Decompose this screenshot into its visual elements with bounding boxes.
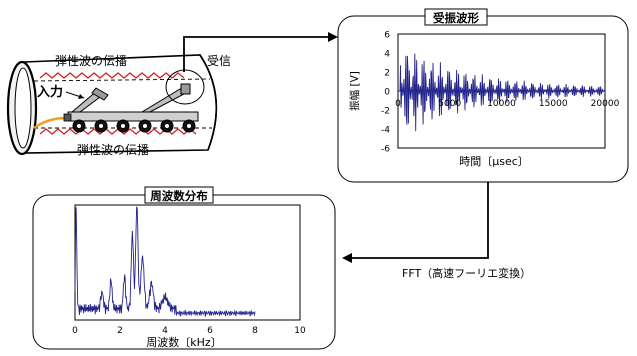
spectrum-x-tick-label: 8 — [252, 326, 258, 336]
waveform-y-tick-label: -4 — [381, 126, 390, 136]
input-arm-head — [91, 87, 109, 101]
waveform-x-axis-label: 時間〔μsec〕 — [459, 155, 529, 168]
spectrum-title: 周波数分布 — [150, 189, 208, 203]
waveform-x-tick-label: 5000 — [438, 99, 461, 109]
arrow-to-spectrum — [352, 182, 489, 259]
spectrum-x-tick-label: 10 — [294, 326, 306, 336]
arrow-to-spectrum-head — [342, 253, 352, 263]
arrow-to-waveform — [183, 36, 330, 72]
spectrum-x-tick-label: 0 — [72, 326, 78, 336]
waveform-y-tick-label: 6 — [384, 31, 390, 41]
receiver-highlight-circle — [165, 69, 205, 105]
waveform-y-ticks: 6 4 2 0 -2 -4 -6 — [381, 31, 390, 155]
pipe — [6, 54, 218, 156]
spectrum-signal — [74, 206, 256, 317]
waveform-x-tick-label: 20000 — [591, 99, 620, 109]
waveform-signal — [398, 53, 606, 132]
waveform-y-tick-label: 0 — [384, 88, 390, 98]
cable-connector — [63, 113, 72, 122]
waveform-y-tick-label: -6 — [381, 145, 390, 155]
input-label: 入力 — [37, 84, 63, 100]
spectrum-x-ticks: 0 2 4 6 8 10 — [72, 326, 306, 336]
pipe-opening-inner — [14, 67, 32, 149]
pipe-dashed-line-top — [33, 78, 211, 82]
waveform-y-tick-label: 2 — [384, 69, 390, 79]
waveform-y-tick-label: 4 — [384, 50, 390, 60]
robot-chassis — [67, 111, 199, 122]
spectrum-title-box — [144, 186, 214, 204]
pipe-cut-right — [199, 54, 218, 151]
waveform-x-tick-label: 10000 — [487, 99, 516, 109]
spectrum-x-tick-label: 2 — [117, 326, 123, 336]
waveform-y-tick-label: -2 — [381, 107, 390, 117]
elastic-wave-top — [39, 72, 185, 79]
spectrum-x-tick-label: 4 — [162, 326, 168, 336]
cable — [33, 116, 67, 129]
spectrum-x-axis-label: 周波数〔kHz〕 — [146, 336, 221, 349]
waveform-x-ticks: 0 5000 10000 15000 20000 — [395, 99, 619, 109]
spectrum-panel: 周波数分布 0 2 4 6 8 10 周波数〔kHz〕 — [32, 186, 336, 350]
spectrum-x-tick-label: 6 — [207, 326, 213, 336]
input-pointer-head — [78, 94, 84, 99]
propagation-label-bottom: 弾性波の伝播 — [77, 143, 149, 157]
receive-label: 受信 — [207, 54, 231, 68]
waveform-x-tick-label: 0 — [395, 99, 401, 109]
waveform-x-tick-label: 15000 — [539, 99, 568, 109]
receiver-sensor — [180, 83, 191, 95]
fft-label: FFT（高速フーリエ変換） — [402, 266, 531, 280]
waveform-y-axis-label: 振幅 [V] — [348, 71, 361, 111]
waveform-title: 受振波形 — [433, 11, 479, 25]
waveform-panel: 受振波形 6 4 2 0 -2 -4 -6 0 5000 10000 15000 20000 振幅 … — [337, 8, 629, 183]
propagation-label-top: 弾性波の伝播 — [55, 54, 127, 68]
arrow-to-waveform-head — [328, 32, 338, 42]
waveform-title-box — [424, 8, 488, 26]
